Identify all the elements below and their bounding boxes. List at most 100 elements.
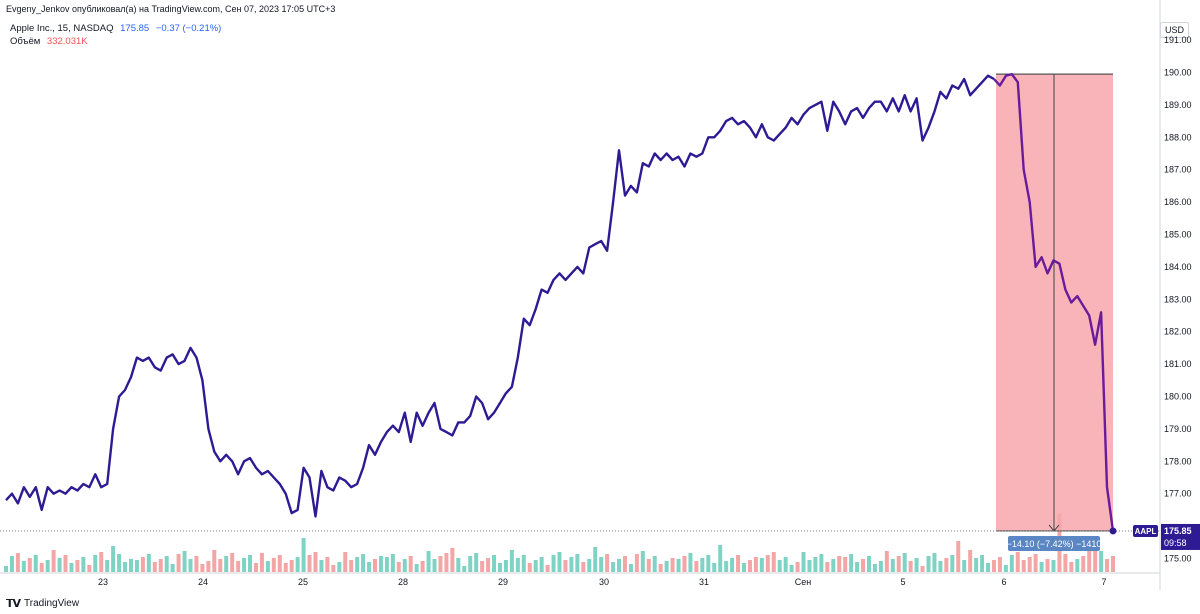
volume-bar xyxy=(480,561,485,572)
volume-bar xyxy=(134,560,139,572)
volume-bar xyxy=(420,561,425,572)
volume-bar xyxy=(444,553,449,572)
legend-change: −0.37 (−0.21%) xyxy=(155,23,222,34)
time-axis[interactable]: 23 24 25 28 29 30 31 Сен 5 6 7 xyxy=(0,572,1160,587)
volume-bar xyxy=(1063,554,1068,572)
volume-bar xyxy=(212,550,217,572)
volume-bar xyxy=(182,551,187,572)
time-tick-label: 6 xyxy=(1001,577,1006,587)
volume-bar xyxy=(39,563,44,572)
volume-bar xyxy=(819,554,824,572)
volume-bar xyxy=(652,556,657,572)
volume-bar xyxy=(1033,554,1038,572)
volume-bar xyxy=(236,561,241,572)
volume-bar xyxy=(831,559,836,572)
volume-bar xyxy=(253,563,258,572)
volume-bar xyxy=(902,553,907,572)
volume-bar xyxy=(194,556,199,572)
volume-bar xyxy=(670,558,675,572)
volume-bar xyxy=(777,560,782,572)
volume-bar xyxy=(801,552,806,572)
currency-button[interactable]: USD xyxy=(1160,22,1190,38)
legend-volume-label[interactable]: Объём xyxy=(10,36,41,47)
price-tick-label: 190.00 xyxy=(1164,68,1192,78)
volume-bar xyxy=(533,560,538,572)
volume-bar xyxy=(599,557,604,572)
volume-bar xyxy=(289,560,294,572)
volume-bar xyxy=(432,559,437,572)
price-tick-label: 187.00 xyxy=(1164,165,1192,175)
volume-bar xyxy=(825,562,830,572)
measure-label-box xyxy=(1008,536,1100,551)
volume-bar xyxy=(1045,559,1050,572)
volume-bar xyxy=(605,554,610,572)
price-axis[interactable]: 191.00 190.00 189.00 188.00 187.00 186.00 185.… xyxy=(1159,0,1192,590)
volume-bar xyxy=(438,556,443,572)
volume-bar xyxy=(206,561,211,572)
volume-bar xyxy=(301,538,306,572)
volume-bar xyxy=(468,556,473,572)
price-tick-label: 185.00 xyxy=(1164,230,1192,240)
volume-bar xyxy=(932,553,937,572)
volume-bar xyxy=(45,560,50,572)
volume-bar xyxy=(99,552,104,572)
volume-bar xyxy=(563,560,568,572)
volume-bar xyxy=(218,559,223,572)
time-tick-label: 24 xyxy=(198,577,208,587)
volume-bar xyxy=(515,558,520,572)
volume-bar xyxy=(188,559,193,572)
volume-bar xyxy=(789,565,794,572)
volume-bar xyxy=(295,557,300,572)
volume-bar xyxy=(866,556,871,572)
volume-bar xyxy=(93,555,98,572)
price-tag-box xyxy=(1161,523,1200,550)
measure-label: −14.10 (−7.42%) −1410 xyxy=(1007,539,1102,549)
volume-bar xyxy=(462,566,467,572)
volume-bar xyxy=(783,557,788,572)
legend-last-price: 175.85 xyxy=(120,23,150,34)
volume-bar xyxy=(200,564,205,572)
volume-bar xyxy=(319,560,324,572)
volume-bar xyxy=(343,552,348,572)
volume-bar xyxy=(736,555,741,572)
time-tick-label: 30 xyxy=(599,577,609,587)
volume-bar xyxy=(176,554,181,572)
volume-bar xyxy=(557,552,562,572)
volume-bar xyxy=(795,562,800,572)
volume-bar xyxy=(855,562,860,572)
volume-bar xyxy=(265,561,270,572)
volume-bar xyxy=(908,561,913,572)
price-tick-label: 184.00 xyxy=(1164,262,1192,272)
volume-bar xyxy=(646,559,651,572)
volume-bar xyxy=(503,560,508,572)
volume-bar xyxy=(242,558,247,572)
volume-bar xyxy=(396,562,401,572)
volume-bar xyxy=(1039,562,1044,572)
volume-bar xyxy=(813,557,818,572)
volume-bar xyxy=(248,555,253,572)
volume-bar xyxy=(956,541,961,572)
volume-bar xyxy=(224,556,229,572)
volume-bar xyxy=(450,548,455,572)
volume-bar xyxy=(753,557,758,572)
volume-bar xyxy=(980,555,985,572)
volume-bar xyxy=(521,555,526,572)
volume-bar xyxy=(872,564,877,572)
volume-bar xyxy=(968,550,973,572)
volume-bar xyxy=(718,545,723,572)
volume-bar xyxy=(509,550,514,572)
volume-bar xyxy=(682,556,687,572)
volume-bar xyxy=(771,552,776,572)
price-series-line-measured xyxy=(993,72,1115,532)
volume-bar xyxy=(617,559,622,572)
volume-bar xyxy=(581,562,586,572)
volume-bar xyxy=(33,555,38,572)
legend-symbol[interactable]: Apple Inc., 15, NASDAQ xyxy=(10,23,114,34)
price-tick-label: 181.00 xyxy=(1164,359,1192,369)
volume-bar xyxy=(539,557,544,572)
measure-tool[interactable]: −14.10 (−7.42%) −1410 xyxy=(0,73,1160,551)
ticker-tag xyxy=(1133,524,1158,537)
volume-bar xyxy=(349,560,354,572)
volume-bar xyxy=(1081,556,1086,572)
